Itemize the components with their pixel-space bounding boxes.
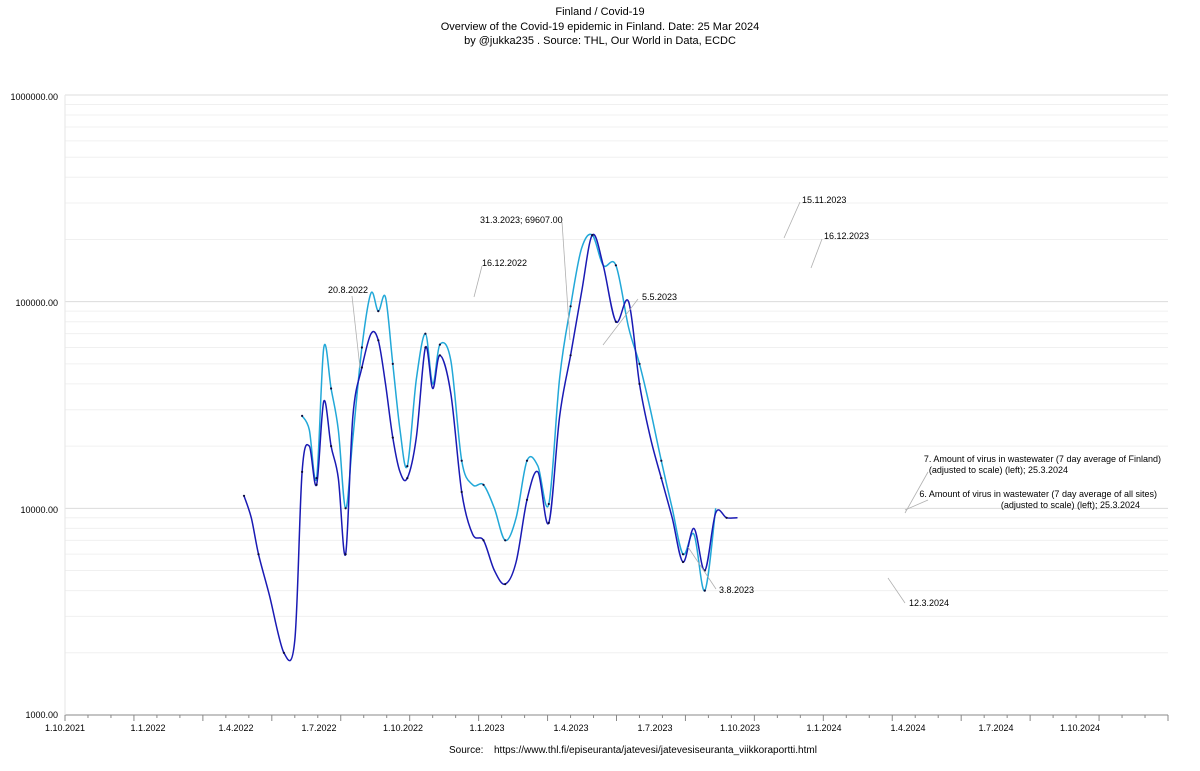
data-point-series-0	[725, 516, 728, 519]
axis-layer	[64, 95, 1169, 721]
leader-series-6-label	[904, 499, 929, 511]
annotation-series-7-line-2: (adjusted to scale) (left); 25.3.2024	[929, 465, 1068, 475]
series-markers	[242, 234, 728, 654]
data-point-series-1	[504, 539, 507, 542]
chart-title-line-2: Overview of the Covid-19 epidemic in Fin…	[441, 21, 760, 33]
data-point-series-1	[525, 459, 529, 462]
leader-12-3-2024	[887, 577, 906, 604]
data-point-series-0	[438, 354, 441, 357]
x-tick-label-2023-01: 1.1.2023	[469, 723, 504, 733]
leader-3-8-2023	[687, 546, 717, 590]
x-tick-label-2021-10: 1.10.2021	[45, 723, 85, 733]
data-point-series-0	[257, 553, 260, 556]
data-point-series-0	[344, 553, 347, 556]
data-point-series-0	[242, 494, 246, 497]
annotation-5-5-2023: 5.5.2023	[642, 292, 677, 302]
leader-15-11-2023	[783, 201, 801, 239]
data-point-series-1	[460, 459, 463, 462]
chart-title-line-3: by @jukka235 . Source: THL, Our World in…	[464, 35, 736, 47]
chart-title-line-1: Finland / Covid-19	[555, 6, 644, 18]
data-point-series-1	[703, 589, 706, 592]
y-tick-label-1000: 1000.00	[25, 710, 58, 720]
series-line-all-sites-average	[243, 233, 738, 662]
data-point-series-0	[282, 651, 285, 654]
data-point-series-1	[638, 362, 641, 365]
annotation-leaders	[351, 201, 929, 604]
data-point-series-1	[681, 553, 685, 556]
data-point-series-0	[301, 470, 304, 473]
data-point-series-1	[315, 477, 318, 480]
x-tick-label-2024-01: 1.1.2024	[806, 723, 841, 733]
leader-31-3-2023	[561, 221, 571, 341]
data-point-series-1	[406, 465, 409, 468]
data-point-series-1	[569, 305, 572, 308]
data-point-series-1	[660, 459, 663, 462]
data-point-series-0	[360, 366, 363, 369]
data-point-series-1	[591, 234, 594, 237]
x-tick-label-2022-07: 1.7.2022	[301, 723, 336, 733]
data-point-series-0	[406, 477, 409, 480]
data-point-series-0	[460, 490, 463, 494]
data-point-series-0	[614, 320, 618, 323]
x-tick-label-2024-04: 1.4.2024	[890, 723, 925, 733]
x-tick-label-2023-07: 1.7.2023	[637, 723, 672, 733]
y-tick-label-100000: 100000.00	[15, 298, 58, 308]
data-point-series-1	[482, 483, 485, 486]
data-point-series-0	[569, 354, 572, 357]
data-point-series-1	[424, 332, 427, 335]
source-url: https://www.thl.fi/episeuranta/jatevesi/…	[494, 745, 817, 756]
data-point-series-0	[330, 445, 333, 448]
data-point-series-1	[614, 264, 618, 267]
leader-series-7-label	[904, 471, 929, 514]
grid-layer	[65, 94, 1168, 716]
data-point-series-1	[360, 346, 363, 349]
x-tick-label-2024-10: 1.10.2024	[1060, 723, 1100, 733]
data-point-series-1	[547, 502, 550, 506]
data-point-series-0	[391, 436, 394, 439]
data-point-series-1	[377, 310, 380, 313]
annotation-31-3-2023: 31.3.2023; 69607.00	[480, 215, 563, 225]
y-tick-label-10000: 10000.00	[20, 505, 58, 515]
source-label: Source:	[449, 745, 483, 756]
leader-16-12-2023	[810, 238, 823, 269]
annotation-12-3-2024: 12.3.2024	[909, 598, 949, 608]
annotation-3-8-2023: 3.8.2023	[719, 585, 754, 595]
annotation-series-6-line-2: (adjusted to scale) (left); 25.3.2024	[1001, 500, 1140, 510]
annotation-15-11-2023: 15.11.2023	[802, 195, 846, 205]
series-line-finland-average	[301, 233, 717, 592]
annotation-series-7-line-1: 7. Amount of virus in wastewater (7 day …	[924, 454, 1161, 464]
annotation-16-12-2023: 16.12.2023	[824, 231, 869, 241]
x-tick-label-2023-10: 1.10.2023	[720, 723, 760, 733]
x-tick-label-2023-04: 1.4.2023	[553, 723, 588, 733]
data-point-series-1	[344, 507, 347, 510]
leader-16-12-2022	[473, 265, 483, 298]
annotation-16-12-2022: 16.12.2022	[482, 258, 527, 268]
annotation-20-8-2022: 20.8.2022	[328, 285, 368, 295]
data-point-series-0	[660, 477, 663, 480]
data-point-series-0	[377, 339, 380, 342]
series-layer	[242, 233, 738, 662]
annotation-series-6-line-1: 6. Amount of virus in wastewater (7 day …	[919, 489, 1157, 499]
x-tick-label-2022-10: 1.10.2022	[383, 723, 423, 733]
data-point-series-0	[681, 560, 685, 564]
data-point-series-1	[391, 362, 394, 365]
y-tick-label-1000000: 1000000.00	[10, 92, 58, 102]
data-point-series-0	[504, 583, 507, 586]
data-point-series-0	[315, 483, 318, 486]
leader-5-5-2023	[602, 298, 639, 346]
data-point-series-0	[525, 498, 529, 501]
data-point-series-0	[547, 521, 550, 525]
data-point-series-0	[482, 539, 485, 542]
x-tick-label-2022-01: 1.1.2022	[130, 723, 165, 733]
leader-20-8-2022	[351, 295, 361, 369]
data-point-series-1	[438, 343, 441, 346]
data-point-series-0	[638, 382, 641, 385]
data-point-series-0	[424, 346, 427, 349]
x-tick-label-2022-04: 1.4.2022	[218, 723, 253, 733]
data-point-series-1	[301, 414, 304, 417]
data-point-series-1	[330, 387, 333, 390]
x-tick-label-2024-07: 1.7.2024	[978, 723, 1013, 733]
